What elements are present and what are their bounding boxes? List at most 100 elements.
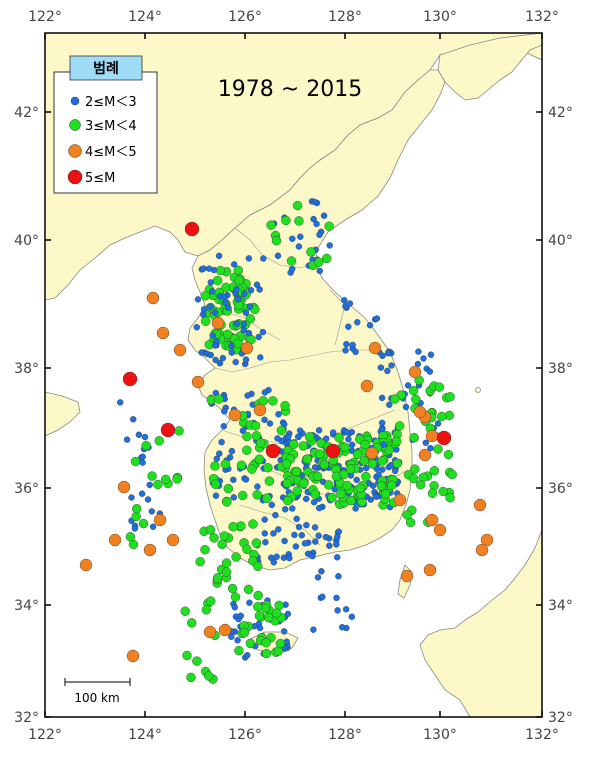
- epicenter-marker: [380, 441, 387, 448]
- epicenter-marker: [310, 215, 317, 223]
- epicenter-marker: [355, 483, 365, 493]
- epicenter-marker: [260, 603, 271, 613]
- epicenter-marker: [240, 290, 248, 298]
- epicenter-marker: [207, 303, 214, 310]
- epicenter-marker: [200, 265, 207, 272]
- epicenter-marker: [475, 543, 489, 557]
- epicenter-marker: [225, 304, 232, 311]
- epicenter-marker: [281, 459, 292, 469]
- epicenter-marker: [139, 459, 146, 466]
- epicenter-marker: [282, 506, 289, 513]
- epicenter-marker: [373, 315, 381, 322]
- epicenter-marker: [386, 401, 393, 408]
- epicenter-marker: [291, 531, 298, 539]
- epicenter-marker: [254, 611, 265, 621]
- epicenter-marker: [340, 442, 350, 452]
- epicenter-marker: [257, 354, 264, 361]
- lat-tick-label-left: 42°: [14, 105, 39, 121]
- epicenter-marker: [434, 382, 445, 392]
- epicenter-marker: [361, 471, 371, 482]
- epicenter-marker: [240, 320, 248, 328]
- epicenter-marker: [126, 649, 140, 663]
- scale-bar-label: 100 km: [74, 691, 119, 705]
- epicenter-marker: [425, 429, 439, 443]
- epicenter-marker: [292, 200, 303, 211]
- epicenter-marker: [379, 425, 386, 433]
- epicenter-marker: [473, 498, 487, 512]
- epicenter-marker: [243, 584, 254, 595]
- epicenter-marker: [316, 504, 323, 512]
- epicenter-marker: [220, 459, 231, 469]
- epicenter-marker: [404, 382, 412, 389]
- epicenter-marker: [266, 220, 276, 230]
- epicenter-marker: [427, 351, 435, 358]
- epicenter-marker: [410, 464, 420, 474]
- epicenter-marker: [310, 489, 320, 499]
- epicenter-marker: [314, 574, 322, 581]
- lon-tick-label-bottom: 132°: [525, 727, 559, 743]
- epicenter-marker: [310, 626, 317, 633]
- epicenter-marker: [153, 479, 163, 490]
- epicenter-marker: [366, 322, 374, 329]
- epicenter-marker: [233, 320, 241, 328]
- epicenter-marker: [378, 394, 386, 402]
- epicenter-marker: [275, 526, 282, 533]
- epicenter-marker: [365, 446, 379, 460]
- epicenter-marker: [123, 436, 131, 443]
- epicenter-marker: [408, 473, 419, 484]
- epicenter-marker: [255, 438, 266, 448]
- epicenter-marker: [316, 231, 323, 239]
- epicenter-marker: [261, 638, 271, 648]
- land-ulleung: [475, 387, 481, 393]
- epicenter-marker: [443, 449, 454, 460]
- epicenter-marker: [408, 386, 419, 396]
- epicenter-marker: [153, 513, 167, 527]
- epicenter-marker: [311, 464, 319, 471]
- epicenter-marker: [256, 624, 264, 632]
- epicenter-marker: [480, 533, 494, 547]
- epicenter-marker: [345, 323, 352, 330]
- epicenter-marker: [339, 624, 346, 631]
- epicenter-marker: [334, 607, 341, 614]
- epicenter-marker: [130, 456, 141, 467]
- epicenter-marker: [436, 430, 452, 446]
- epicenter-marker: [143, 543, 157, 557]
- epicenter-marker: [230, 592, 241, 602]
- epicenter-marker: [216, 450, 223, 457]
- epicenter-marker: [254, 454, 265, 464]
- epicenter-marker: [245, 255, 253, 262]
- epicenter-marker: [353, 476, 360, 484]
- epicenter-marker: [212, 275, 223, 286]
- epicenter-marker: [333, 541, 340, 548]
- epicenter-marker: [228, 342, 235, 350]
- epicenter-marker: [200, 316, 211, 326]
- epicenter-marker: [411, 394, 421, 405]
- epicenter-marker: [302, 454, 313, 464]
- land-japan: [419, 529, 542, 717]
- epicenter-marker: [334, 433, 344, 443]
- epicenter-marker: [218, 438, 225, 446]
- epicenter-marker: [131, 525, 139, 532]
- epicenter-marker: [289, 505, 296, 512]
- epicenter-marker: [214, 394, 224, 404]
- epicenter-marker: [342, 480, 353, 491]
- epicenter-marker: [221, 408, 228, 415]
- epicenter-marker: [211, 316, 225, 330]
- epicenter-marker: [348, 428, 355, 436]
- epicenter-marker: [368, 341, 382, 355]
- epicenter-marker: [434, 420, 442, 427]
- epicenter-marker: [392, 458, 402, 469]
- lon-tick-label-bottom: 124°: [128, 727, 162, 743]
- epicenter-marker: [216, 360, 224, 367]
- epicenter-marker: [144, 496, 152, 503]
- epicenter-marker: [295, 523, 303, 531]
- epicenter-marker: [228, 447, 236, 455]
- epicenter-marker: [231, 552, 241, 562]
- epicenter-marker: [239, 627, 250, 638]
- epicenter-marker: [303, 495, 310, 503]
- epicenter-marker: [379, 419, 386, 427]
- lat-tick-label-right: 40°: [548, 233, 573, 249]
- epicenter-marker: [240, 327, 247, 334]
- epicenter-marker: [312, 471, 323, 481]
- epicenter-marker: [232, 358, 239, 366]
